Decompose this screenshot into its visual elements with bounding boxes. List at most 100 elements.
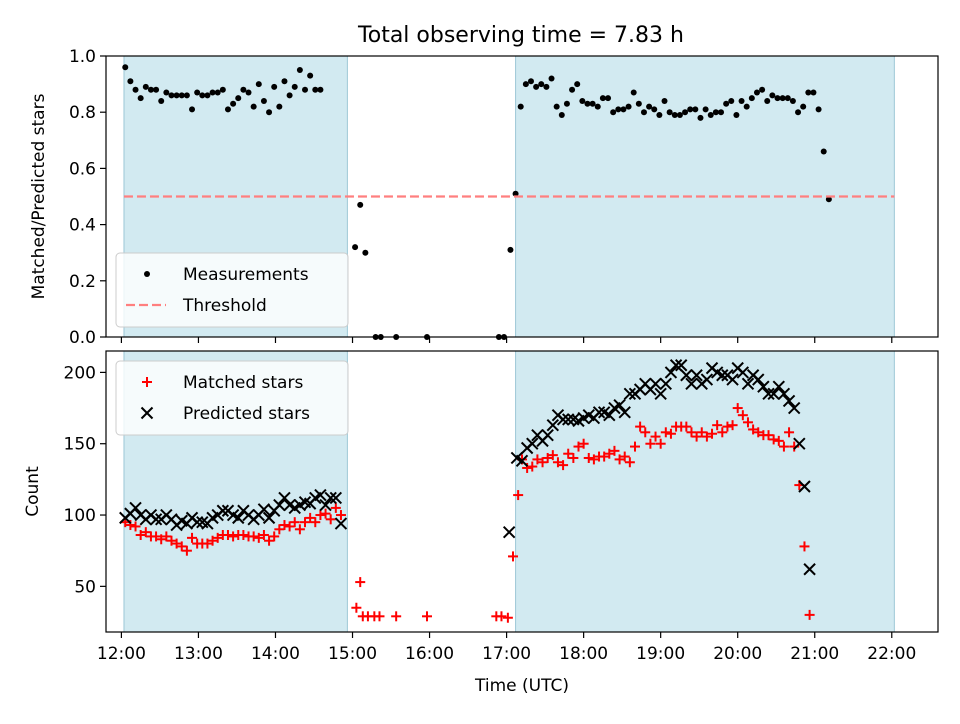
measurement-point [224, 106, 231, 113]
measurement-point [127, 78, 134, 85]
predicted-star-point [257, 503, 271, 516]
matched-star-point [207, 535, 218, 546]
legend-label: Threshold [182, 296, 267, 316]
matched-star-point [527, 461, 538, 472]
measurement-point [605, 95, 612, 102]
predicted-star-point [700, 373, 714, 386]
predicted-star-point [329, 491, 343, 505]
figure-title: Total observing time = 7.83 h [357, 23, 684, 48]
measurement-point [656, 112, 663, 119]
x-tick-label: 20:00 [713, 644, 762, 664]
measurement-point [183, 92, 190, 99]
predicted-star-point [752, 373, 765, 386]
measurement-point [594, 103, 601, 110]
measurement-point [153, 86, 160, 93]
matched-star-point [284, 521, 295, 532]
matched-star-point [253, 532, 264, 543]
measurement-point [548, 75, 555, 82]
legend-label: Measurements [183, 265, 309, 285]
matched-star-point [156, 534, 167, 545]
measurement-point [517, 103, 524, 110]
matched-star-point [351, 602, 362, 613]
y-tick-label: 50 [74, 577, 96, 597]
matched-star-point [248, 531, 259, 542]
predicted-star-point [787, 401, 801, 415]
matched-star-point [151, 531, 162, 542]
predicted-star-point [736, 366, 750, 379]
y-tick-label: 0.6 [69, 159, 96, 179]
matched-star-point [542, 452, 553, 463]
matched-star-point [391, 611, 402, 622]
measurement-point [142, 83, 149, 90]
measurement-point [286, 92, 293, 99]
predicted-star-point [262, 511, 276, 525]
measurement-point [640, 109, 647, 116]
matched-star-point [722, 421, 733, 432]
x-tick-label: 18:00 [559, 644, 608, 664]
measurement-point [291, 83, 298, 90]
predicted-star-point [772, 380, 785, 393]
matched-star-point [421, 611, 432, 622]
predicted-star-point [777, 387, 791, 400]
measurement-point [281, 78, 288, 85]
measurement-point [204, 92, 211, 99]
matched-star-point [130, 521, 141, 532]
measurement-point [302, 86, 309, 93]
predicted-star-point [803, 563, 816, 576]
y-tick-label: 100 [64, 506, 96, 526]
measurement-point [574, 81, 581, 88]
matched-star-point [537, 457, 548, 468]
y-tick-label: 1.0 [69, 47, 96, 67]
measurement-point [825, 196, 832, 203]
predicted-star-point [762, 387, 775, 400]
measurement-point [707, 112, 714, 119]
measurement-point [635, 100, 642, 107]
matched-star-point [619, 451, 630, 462]
measurement-point [543, 83, 550, 90]
ratio-panel: 0.0 0.2 0.4 0.6 0.8 1.0 Matched/Predicted star… [29, 47, 939, 348]
matched-star-point [753, 427, 764, 438]
matched-star-point [686, 427, 697, 438]
measurement-point [599, 95, 606, 102]
matched-star-point [166, 535, 177, 546]
measurement-point [533, 83, 540, 90]
measurement-point [507, 246, 514, 253]
measurement-point [260, 97, 267, 104]
matched-star-point [732, 403, 743, 414]
measurement-point [615, 106, 622, 113]
x-tick-label: 19:00 [636, 644, 685, 664]
matched-star-point [315, 510, 326, 521]
predicted-star-point [546, 418, 560, 432]
matched-star-point [269, 531, 280, 542]
y-tick-label: 0.0 [69, 328, 96, 348]
measurement-point [163, 89, 170, 96]
measurement-point [789, 97, 796, 104]
matched-star-point [320, 508, 331, 519]
measurement-point [194, 89, 201, 96]
measurement-point [240, 86, 247, 93]
measurement-point [610, 109, 617, 116]
matched-star-point [310, 517, 321, 528]
measurement-point [764, 97, 771, 104]
measurement-point [317, 86, 324, 93]
matched-star-point [513, 490, 524, 501]
y-tick-label: 150 [64, 435, 96, 455]
predicted-star-point [273, 498, 286, 512]
measurement-point [753, 89, 760, 96]
predicted-star-point [782, 394, 796, 408]
measurement-point [671, 112, 678, 119]
matched-star-point [588, 454, 599, 465]
measurement-point [779, 95, 786, 102]
y-tick-label: 0.4 [69, 216, 96, 236]
measurement-point [271, 83, 278, 90]
legend-matched-swatch [142, 377, 152, 387]
measurement-point [189, 106, 196, 113]
matched-star-point [640, 427, 651, 438]
matched-star-point [748, 424, 759, 435]
measurement-point [553, 103, 560, 110]
predicted-star-point [669, 359, 683, 372]
predicted-star-point [767, 387, 780, 400]
y-tick-label: 200 [64, 363, 96, 383]
matched-star-point [737, 410, 748, 421]
predicted-star-point [319, 498, 332, 512]
